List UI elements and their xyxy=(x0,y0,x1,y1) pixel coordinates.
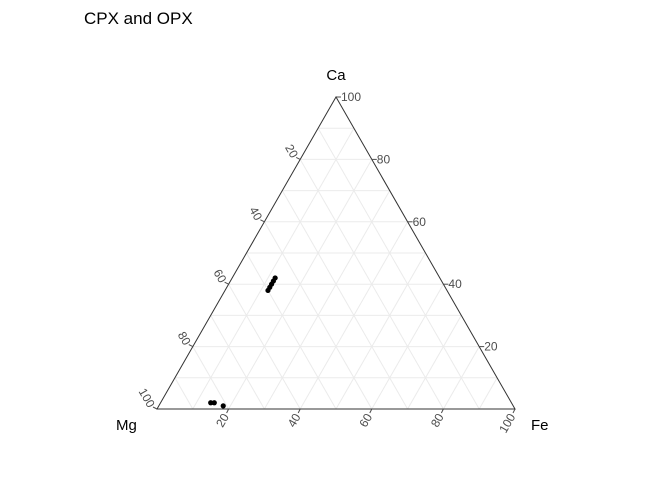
tick-mark-fe xyxy=(440,408,444,414)
chart-grid xyxy=(174,127,498,410)
tick-label-mg: 60 xyxy=(211,267,230,286)
tick-mark-fe xyxy=(226,408,230,414)
tick-label-mg: 100 xyxy=(136,386,158,411)
axis-label-right: Fe xyxy=(531,417,549,434)
tick-label-mg: 80 xyxy=(175,329,194,348)
tick-label-ca: 20 xyxy=(484,340,498,354)
chart-frame xyxy=(152,95,516,414)
data-point xyxy=(211,400,217,406)
tick-label-fe: 60 xyxy=(356,411,375,430)
axis-label-top: Ca xyxy=(326,67,346,84)
tick-labels: 20 20 20 40 40 40 60 60 60 80 80 80 100 100 100 xyxy=(136,90,519,435)
tick-label-fe: 20 xyxy=(213,411,232,430)
grid-line-mg xyxy=(228,283,301,410)
data-point xyxy=(220,403,226,409)
grid-line-mg xyxy=(174,377,194,410)
grid-line-fe xyxy=(478,377,498,410)
axis-labels: Ca Mg Fe xyxy=(116,67,549,434)
tick-label-mg: 40 xyxy=(246,204,265,223)
grid-line-mg xyxy=(281,190,409,410)
tick-label-mg: 20 xyxy=(282,142,301,161)
grid-line-fe xyxy=(371,283,444,410)
tick-label-ca: 100 xyxy=(341,90,361,104)
data-point xyxy=(265,287,271,294)
tick-mark-mg xyxy=(188,344,194,348)
axis-label-left: Mg xyxy=(116,417,137,434)
tick-label-fe: 80 xyxy=(428,411,447,430)
tick-mark-mg xyxy=(152,406,158,410)
grid-line-mg xyxy=(192,346,230,410)
data-point xyxy=(208,400,214,406)
grid-line-fe xyxy=(407,315,462,410)
grid-line-fe xyxy=(263,190,391,410)
grid-line-fe xyxy=(442,346,480,410)
tick-label-fe: 100 xyxy=(496,411,518,436)
tick-label-fe: 40 xyxy=(285,411,304,430)
tick-mark-mg xyxy=(295,156,301,160)
grid-line-mg xyxy=(246,252,337,410)
tick-label-ca: 40 xyxy=(448,277,462,291)
tick-mark-fe xyxy=(512,408,516,414)
grid-line-fe xyxy=(335,252,426,410)
triangle-frame xyxy=(156,95,516,410)
grid-line-mg xyxy=(210,315,265,410)
tick-mark-fe xyxy=(369,408,373,414)
data-points xyxy=(208,275,278,409)
tick-mark-fe xyxy=(297,408,301,414)
tick-mark-mg xyxy=(224,281,229,285)
chart-title: CPX and OPX xyxy=(84,9,193,28)
grid-line-fe xyxy=(192,127,355,410)
tick-mark-mg xyxy=(260,219,265,223)
grid-line-mg xyxy=(317,127,480,410)
tick-label-ca: 60 xyxy=(413,215,427,229)
tick-label-ca: 80 xyxy=(377,152,391,166)
